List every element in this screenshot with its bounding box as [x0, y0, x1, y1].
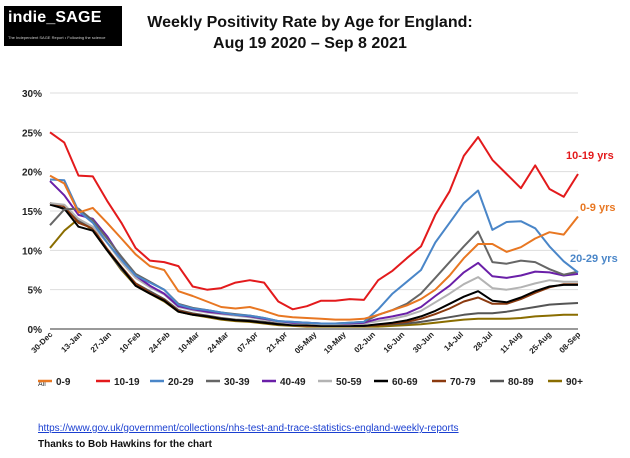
- legend-label: 10-19: [114, 377, 140, 388]
- indie-sage-logo: indie_SAGE The Independent SAGE Report •…: [4, 6, 122, 46]
- x-tick-label: 19-May: [322, 330, 348, 356]
- legend-label: 60-69: [392, 377, 418, 388]
- y-tick-label: 5%: [28, 286, 43, 297]
- legend-label: 40-49: [280, 377, 306, 388]
- x-tick-label: 21-Apr: [265, 330, 289, 354]
- annotation-label: 10-19 yrs: [566, 150, 614, 162]
- x-tick-label: 28-Jul: [472, 330, 495, 353]
- y-tick-label: 20%: [22, 168, 42, 179]
- x-tick-label: 24-Feb: [147, 330, 172, 355]
- x-tick-label: 10-Feb: [118, 330, 143, 355]
- annotation-label: 20-29 yrs: [570, 253, 618, 265]
- x-tick-label: 13-Jan: [59, 330, 83, 354]
- credit-text: Thanks to Bob Hawkins for the chart: [38, 439, 212, 450]
- series-line-60-69: [49, 203, 578, 327]
- x-axis-tick-labels: 30-Dec 13-Jan 27-Jan 10-Feb 24-Feb 10-Mar 24-M…: [29, 330, 582, 356]
- series-line-70-79: [49, 202, 578, 327]
- series-line-10-19: [49, 131, 579, 311]
- x-tick-label: 24-Mar: [206, 330, 231, 355]
- x-tick-label: 05-May: [293, 330, 319, 356]
- chart-title-line-2: Aug 19 2020 – Sep 8 2021: [213, 35, 407, 52]
- legend-label: 70-79: [450, 377, 476, 388]
- y-tick-label: 25%: [22, 128, 42, 139]
- legend-label: 20-29: [168, 377, 194, 388]
- x-tick-label: 27-Jan: [89, 330, 113, 354]
- y-tick-label: 0%: [28, 325, 43, 336]
- grid-lines: [50, 92, 578, 291]
- source-link[interactable]: https://www.gov.uk/government/collection…: [38, 423, 459, 434]
- legend-label: 50-59: [336, 377, 362, 388]
- x-tick-label: 14-Jul: [442, 330, 465, 353]
- x-tick-label: 16-Jun: [382, 330, 407, 355]
- x-tick-label: 30-Jun: [411, 330, 436, 355]
- annotation-label: 0-9 yrs: [580, 202, 615, 214]
- legend-label: 80-89: [508, 377, 534, 388]
- logo-name: indie_SAGE: [8, 9, 102, 26]
- y-tick-label: 30%: [22, 89, 42, 100]
- series-line-80-89: [49, 202, 579, 327]
- y-tick-label: 10%: [22, 246, 42, 257]
- series-annotations: 10-19 yrs 0-9 yrs 20-29 yrs: [566, 150, 618, 265]
- series-line-20-29: [49, 178, 579, 325]
- positivity-line-chart: 0% 5% 10% 15% 20% 25% 30% 30-Dec 13-Jan 27-Jan 10…: [22, 89, 618, 388]
- x-axis-caption: All: [38, 381, 46, 388]
- logo-tagline: The Independent SAGE Report • Following …: [8, 35, 106, 40]
- chart-title-line-1: Weekly Positivity Rate by Age for Englan…: [147, 14, 473, 31]
- y-axis-tick-labels: 0% 5% 10% 15% 20% 25% 30%: [22, 89, 42, 336]
- x-tick-label: 10-Mar: [176, 330, 201, 355]
- x-tick-label: 08-Sep: [557, 330, 582, 355]
- x-tick-label: 11-Aug: [499, 330, 524, 355]
- legend: 0-9 10-19 20-29 30-39 40-49 50-59 60-69 70-79 80…: [38, 377, 583, 388]
- series-line-0-9: [49, 174, 579, 321]
- y-tick-label: 15%: [22, 207, 42, 218]
- legend-label: 90+: [566, 377, 583, 388]
- x-tick-label: 02-Jun: [352, 330, 377, 355]
- x-tick-label: 25-Aug: [528, 330, 554, 356]
- legend-label: 30-39: [224, 377, 250, 388]
- x-tick-label: 07-Apr: [235, 330, 259, 354]
- series-lines: [49, 131, 579, 328]
- legend-label: 0-9: [56, 377, 71, 388]
